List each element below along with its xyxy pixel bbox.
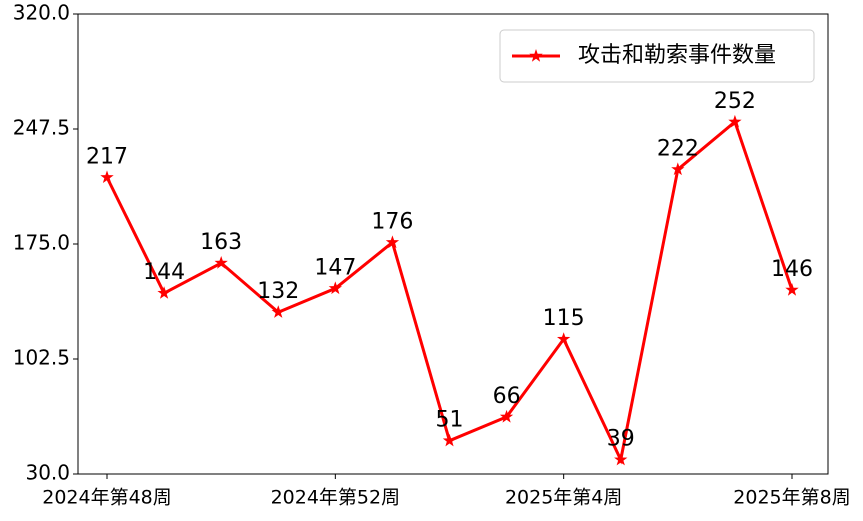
y-tick-label: 30.0 [25,461,70,485]
legend-label: 攻击和勒索事件数量 [578,43,776,68]
data-point [442,433,457,447]
data-point [785,283,799,296]
data-label: 252 [714,89,756,114]
plot-frame [77,13,829,475]
y-tick-label: 320.0 [13,1,70,25]
y-tick-label: 175.0 [13,231,70,255]
data-point [157,286,171,299]
legend-marker [529,49,543,62]
x-tick-label: 2025年第4周 [505,487,622,509]
data-point [385,235,400,249]
data-label: 163 [200,230,242,255]
x-tick-label: 2024年第52周 [271,487,401,509]
y-tick-label: 102.5 [13,346,70,370]
data-point [328,281,342,295]
data-point [214,256,228,269]
legend-box [499,29,815,83]
data-label: 132 [257,279,299,304]
data-point [614,452,628,466]
data-point [557,332,571,345]
data-point [100,170,114,183]
data-label: 144 [143,260,185,285]
data-label: 146 [771,257,813,282]
data-label: 115 [543,306,585,331]
data-point [728,114,742,128]
y-tick-label: 247.5 [13,116,70,140]
data-label: 66 [493,384,521,409]
data-label: 147 [314,255,356,280]
data-point [671,162,685,176]
data-label: 51 [436,408,464,433]
data-label: 217 [86,144,128,169]
x-tick-label: 2024年第48周 [42,487,172,509]
x-tick-label: 2025年第8周 [733,487,850,509]
data-label: 39 [607,427,635,452]
data-label: 222 [657,136,699,161]
data-label: 176 [371,209,413,234]
data-point [499,409,514,423]
data-point [271,305,285,318]
